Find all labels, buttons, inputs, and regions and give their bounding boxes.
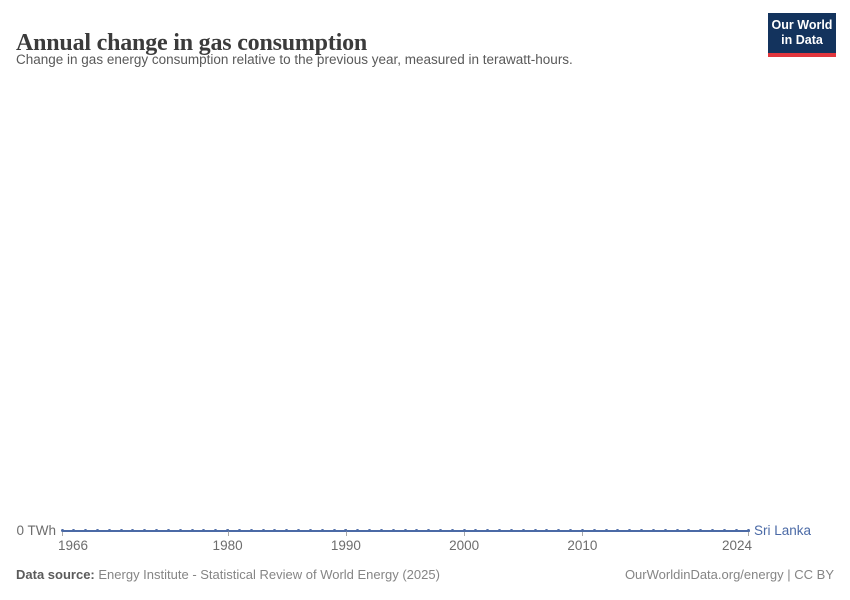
chart-title: Annual change in gas consumption: [16, 30, 368, 57]
data-point: [379, 529, 383, 532]
data-point: [297, 529, 301, 532]
data-point: [95, 529, 99, 532]
data-point: [107, 529, 111, 532]
data-point: [249, 529, 253, 532]
x-axis-tick: [62, 529, 63, 536]
x-tick-label: 2010: [567, 538, 598, 553]
owid-logo[interactable]: Our World in Data: [768, 13, 836, 57]
data-point: [604, 529, 608, 532]
data-point: [285, 529, 289, 532]
data-point: [332, 529, 336, 532]
data-point: [486, 529, 490, 532]
data-point: [60, 529, 64, 532]
data-point: [155, 529, 159, 532]
data-point: [651, 529, 655, 532]
chart-subtitle: Change in gas energy consumption relativ…: [16, 52, 573, 67]
data-point: [237, 529, 241, 532]
data-point: [261, 529, 265, 532]
data-point: [640, 529, 644, 532]
data-point: [72, 529, 76, 532]
data-point: [391, 529, 395, 532]
data-point: [474, 529, 478, 532]
data-point: [143, 529, 147, 532]
data-point: [699, 529, 703, 532]
x-axis-tick: [748, 529, 749, 536]
x-axis-tick: [346, 529, 347, 536]
series-label[interactable]: Sri Lanka: [754, 523, 812, 538]
x-tick-label: 2024: [721, 538, 753, 553]
data-point: [462, 529, 466, 532]
x-tick-label: 1966: [58, 538, 89, 553]
x-axis-tick: [582, 529, 583, 536]
data-point: [663, 529, 667, 532]
owid-logo-line2: in Data: [781, 33, 823, 48]
data-point: [498, 529, 502, 532]
x-axis-tick: [464, 529, 465, 536]
data-point: [557, 529, 561, 532]
owid-logo-line1: Our World: [771, 18, 833, 32]
data-point: [580, 529, 584, 532]
footer-datasource: Data source: Energy Institute - Statisti…: [16, 567, 440, 582]
x-axis-tick: [228, 529, 229, 536]
data-point: [202, 529, 206, 532]
data-point: [119, 529, 123, 532]
data-point: [415, 529, 419, 532]
data-point: [533, 529, 537, 532]
data-point: [166, 529, 170, 532]
data-point: [427, 529, 431, 532]
data-point: [84, 529, 88, 532]
data-point: [545, 529, 549, 532]
data-point: [734, 529, 738, 532]
data-point: [273, 529, 277, 532]
data-point: [628, 529, 632, 532]
data-point: [214, 529, 218, 532]
data-point: [438, 529, 442, 532]
data-point: [226, 529, 230, 532]
footer-attribution[interactable]: OurWorldinData.org/energy | CC BY: [624, 567, 834, 582]
data-point: [131, 529, 135, 532]
data-point: [344, 529, 348, 532]
x-tick-label: 2000: [449, 538, 480, 553]
data-point: [190, 529, 194, 532]
data-point: [178, 529, 182, 532]
data-point: [368, 529, 372, 532]
data-point: [450, 529, 454, 532]
data-point: [521, 529, 525, 532]
data-point: [592, 529, 596, 532]
data-point: [616, 529, 620, 532]
data-point: [320, 529, 324, 532]
data-point: [746, 529, 750, 532]
data-point: [569, 529, 573, 532]
data-point: [308, 529, 312, 532]
data-point: [356, 529, 360, 532]
data-point: [675, 529, 679, 532]
data-point: [509, 529, 513, 532]
data-point: [722, 529, 726, 532]
datasource-label: Data source:: [16, 567, 95, 582]
y-axis-label: 0 TWh: [16, 523, 56, 538]
data-point: [687, 529, 691, 532]
data-point: [403, 529, 407, 532]
x-tick-label: 1980: [212, 538, 243, 553]
x-tick-label: 1990: [330, 538, 361, 553]
datasource-value[interactable]: Energy Institute - Statistical Review of…: [98, 567, 440, 582]
data-point: [711, 529, 715, 532]
